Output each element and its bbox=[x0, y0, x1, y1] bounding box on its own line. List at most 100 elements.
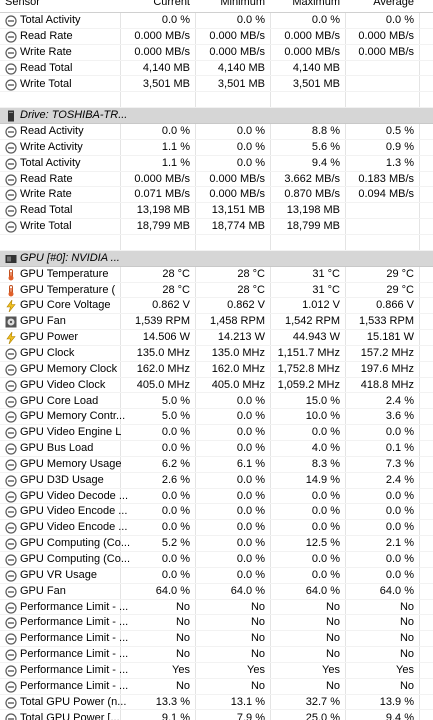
sensor-row[interactable]: Performance Limit - ... No No No No bbox=[0, 615, 433, 632]
sensor-row[interactable]: Performance Limit - ... No No No No bbox=[0, 647, 433, 663]
row-icon bbox=[5, 586, 17, 598]
sensor-value: 64.0 % bbox=[230, 584, 265, 597]
row-icon bbox=[5, 158, 17, 170]
sensor-value: 0.0 % bbox=[161, 14, 190, 27]
sensor-value: 0.0 % bbox=[385, 14, 414, 27]
sensor-row[interactable]: Total GPU Power (n... 13.3 % 13.1 % 32.7 % 1… bbox=[0, 695, 433, 711]
sensor-value: 1.3 % bbox=[385, 156, 414, 169]
sensor-value: 6.2 % bbox=[161, 457, 190, 470]
sensor-value: 0.0 % bbox=[311, 489, 340, 502]
row-icon bbox=[5, 697, 17, 709]
row-icon bbox=[5, 522, 17, 534]
group-row[interactable]: GPU [#0]: NVIDIA ... bbox=[0, 250, 433, 267]
sensor-row[interactable]: GPU D3D Usage 2.6 % 0.0 % 14.9 % 2.4 % bbox=[0, 473, 433, 489]
sensor-row[interactable]: GPU Video Decode ... 0.0 % 0.0 % 0.0 % 0.0 % bbox=[0, 489, 433, 505]
sensor-value: 4.0 % bbox=[311, 442, 340, 455]
sensor-row[interactable]: Write Rate 0.000 MB/s 0.000 MB/s 0.000 MB/s… bbox=[0, 45, 433, 61]
sensor-label: Total GPU Power (n... bbox=[20, 695, 127, 708]
sensor-row[interactable]: GPU Video Encode ... 0.0 % 0.0 % 0.0 % 0.0 % bbox=[0, 504, 433, 521]
row-icon bbox=[5, 348, 17, 360]
sensor-row[interactable]: GPU Computing (Co... 5.2 % 0.0 % 12.5 % 2.1 … bbox=[0, 536, 433, 552]
sensor-value: 7.9 % bbox=[236, 711, 265, 720]
sensor-row[interactable]: Performance Limit - ... No No No No bbox=[0, 600, 433, 616]
sensor-value: No bbox=[399, 679, 414, 692]
sensor-row[interactable]: GPU VR Usage 0.0 % 0.0 % 0.0 % 0.0 % bbox=[0, 568, 433, 584]
sensor-value: 15.0 % bbox=[305, 394, 340, 407]
group-label: GPU [#0]: NVIDIA ... bbox=[20, 251, 120, 264]
sensor-value: 197.6 MHz bbox=[360, 362, 414, 375]
sensor-value: 13.3 % bbox=[155, 695, 190, 708]
sensor-row[interactable]: Total GPU Power [... 9.1 % 7.9 % 25.0 % 9.4 … bbox=[0, 711, 433, 720]
sensor-label: Read Total bbox=[20, 204, 73, 217]
sensor-value: 0.0 % bbox=[385, 505, 414, 518]
sensor-value: 0.0 % bbox=[161, 125, 190, 138]
sensor-label: GPU Fan bbox=[20, 315, 66, 328]
sensor-row[interactable]: Total Activity 1.1 % 0.0 % 9.4 % 1.3 % bbox=[0, 156, 433, 172]
sensor-row[interactable]: GPU Video Engine L 0.0 % 0.0 % 0.0 % 0.0 % bbox=[0, 425, 433, 442]
header-cell[interactable]: Minimum bbox=[220, 0, 265, 8]
sensor-value: 0.094 MB/s bbox=[358, 188, 414, 201]
sensor-row[interactable]: Total Activity 0.0 % 0.0 % 0.0 % 0.0 % bbox=[0, 13, 433, 29]
sensor-row[interactable]: Write Total 3,501 MB 3,501 MB 3,501 MB bbox=[0, 77, 433, 93]
sensor-value: No bbox=[399, 648, 414, 661]
row-icon bbox=[5, 78, 17, 91]
sensor-row[interactable]: Write Total 18,799 MB 18,774 MB 18,799 MB bbox=[0, 219, 433, 235]
sensor-row[interactable]: Read Total 4,140 MB 4,140 MB 4,140 MB bbox=[0, 61, 433, 77]
sensor-value: 0.0 % bbox=[161, 442, 190, 455]
sensor-row[interactable]: Performance Limit - ... No No No No bbox=[0, 631, 433, 648]
sensor-row[interactable]: GPU Memory Clock 162.0 MHz 162.0 MHz 1,752.… bbox=[0, 362, 433, 378]
sensor-label: GPU Fan bbox=[20, 584, 66, 597]
sensor-label: Performance Limit - ... bbox=[20, 648, 129, 661]
sensor-row[interactable]: GPU Memory Usage 6.2 % 6.1 % 8.3 % 7.3 % bbox=[0, 457, 433, 473]
header-cell[interactable]: Maximum bbox=[292, 0, 340, 8]
sensor-value: 0.0 % bbox=[385, 553, 414, 565]
sensor-row[interactable]: GPU Temperature (28 °C 28 °C 31 °C 29 °C bbox=[0, 283, 433, 299]
sensor-value: 5.0 % bbox=[161, 410, 190, 423]
sensor-value: 0.0 % bbox=[236, 394, 265, 407]
sensor-row[interactable]: Performance Limit - ... No No No No bbox=[0, 679, 433, 695]
sensor-row[interactable]: GPU Core Voltage 0.862 V 0.862 V 1.012 V 0.8… bbox=[0, 298, 433, 315]
sensor-row[interactable]: GPU Video Clock 405.0 MHz 405.0 MHz 1,059.2… bbox=[0, 378, 433, 394]
group-label: Drive: TOSHIBA-TR... bbox=[20, 109, 128, 122]
sensor-row[interactable]: GPU Memory Contr... 5.0 % 0.0 % 10.0 % 3.6 % bbox=[0, 409, 433, 426]
group-row[interactable]: Drive: TOSHIBA-TR... bbox=[0, 108, 433, 125]
sensor-value: 2.4 % bbox=[385, 394, 414, 407]
sensor-row[interactable]: Write Activity 1.1 % 0.0 % 5.6 % 0.9 % bbox=[0, 140, 433, 156]
sensor-row[interactable]: GPU Fan 64.0 % 64.0 % 64.0 % 64.0 % bbox=[0, 584, 433, 600]
sensor-value: 0.183 MB/s bbox=[358, 172, 414, 185]
sensor-value: No bbox=[325, 648, 340, 661]
sensor-label: GPU VR Usage bbox=[20, 568, 98, 581]
row-icon bbox=[5, 712, 17, 720]
sensor-value: 28 °C bbox=[237, 283, 265, 296]
sensor-label: GPU Video Encode ... bbox=[20, 505, 128, 518]
sensor-row[interactable]: GPU Temperature 28 °C 28 °C 31 °C 29 °C bbox=[0, 267, 433, 283]
header-cell[interactable]: Current bbox=[153, 0, 190, 8]
sensor-row[interactable]: Read Rate 0.000 MB/s 0.000 MB/s 3.662 MB/s 0… bbox=[0, 172, 433, 188]
sensor-value: No bbox=[250, 648, 265, 661]
sensor-label: Performance Limit - ... bbox=[20, 679, 129, 692]
sensor-value: 418.8 MHz bbox=[360, 378, 414, 391]
column-divider bbox=[270, 0, 271, 720]
sensor-row[interactable]: GPU Computing (Co... 0.0 % 0.0 % 0.0 % 0.0 % bbox=[0, 552, 433, 568]
sensor-row[interactable]: GPU Video Encode ... 0.0 % 0.0 % 0.0 % 0.0 % bbox=[0, 520, 433, 537]
sensor-row[interactable]: GPU Clock 135.0 MHz 135.0 MHz 1,151.7 MHz 15… bbox=[0, 346, 433, 362]
sensor-value: 5.0 % bbox=[161, 394, 190, 407]
sensor-row[interactable]: GPU Core Load 5.0 % 0.0 % 15.0 % 2.4 % bbox=[0, 394, 433, 410]
sensor-row[interactable]: GPU Fan 1,539 RPM 1,458 RPM 1,542 RPM 1,533 … bbox=[0, 314, 433, 331]
sensor-value: 5.2 % bbox=[161, 537, 190, 550]
sensor-value: 1,752.8 MHz bbox=[277, 362, 340, 375]
header-cell[interactable]: Average bbox=[373, 0, 414, 8]
sensor-label: Read Rate bbox=[20, 172, 73, 185]
header-cell[interactable]: Sensor bbox=[5, 0, 40, 8]
sensor-label: GPU Memory Usage bbox=[20, 457, 122, 470]
sensor-value: 13.9 % bbox=[379, 695, 414, 708]
sensor-row[interactable]: Read Total 13,198 MB 13,151 MB 13,198 MB bbox=[0, 203, 433, 220]
sensor-row[interactable]: Performance Limit - ... Yes Yes Yes Yes bbox=[0, 663, 433, 679]
sensor-row[interactable]: Read Activity 0.0 % 0.0 % 8.8 % 0.5 % bbox=[0, 124, 433, 140]
sensor-row[interactable]: GPU Power 14.506 W 14.213 W 44.943 W 15.181 … bbox=[0, 330, 433, 346]
row-icon bbox=[5, 411, 17, 423]
sensor-row[interactable]: Write Rate 0.071 MB/s 0.000 MB/s 0.870 MB/s… bbox=[0, 187, 433, 204]
sensor-label: GPU Bus Load bbox=[20, 442, 94, 455]
sensor-row[interactable]: Read Rate 0.000 MB/s 0.000 MB/s 0.000 MB/s 0… bbox=[0, 29, 433, 45]
sensor-row[interactable]: GPU Bus Load 0.0 % 0.0 % 4.0 % 0.1 % bbox=[0, 441, 433, 457]
